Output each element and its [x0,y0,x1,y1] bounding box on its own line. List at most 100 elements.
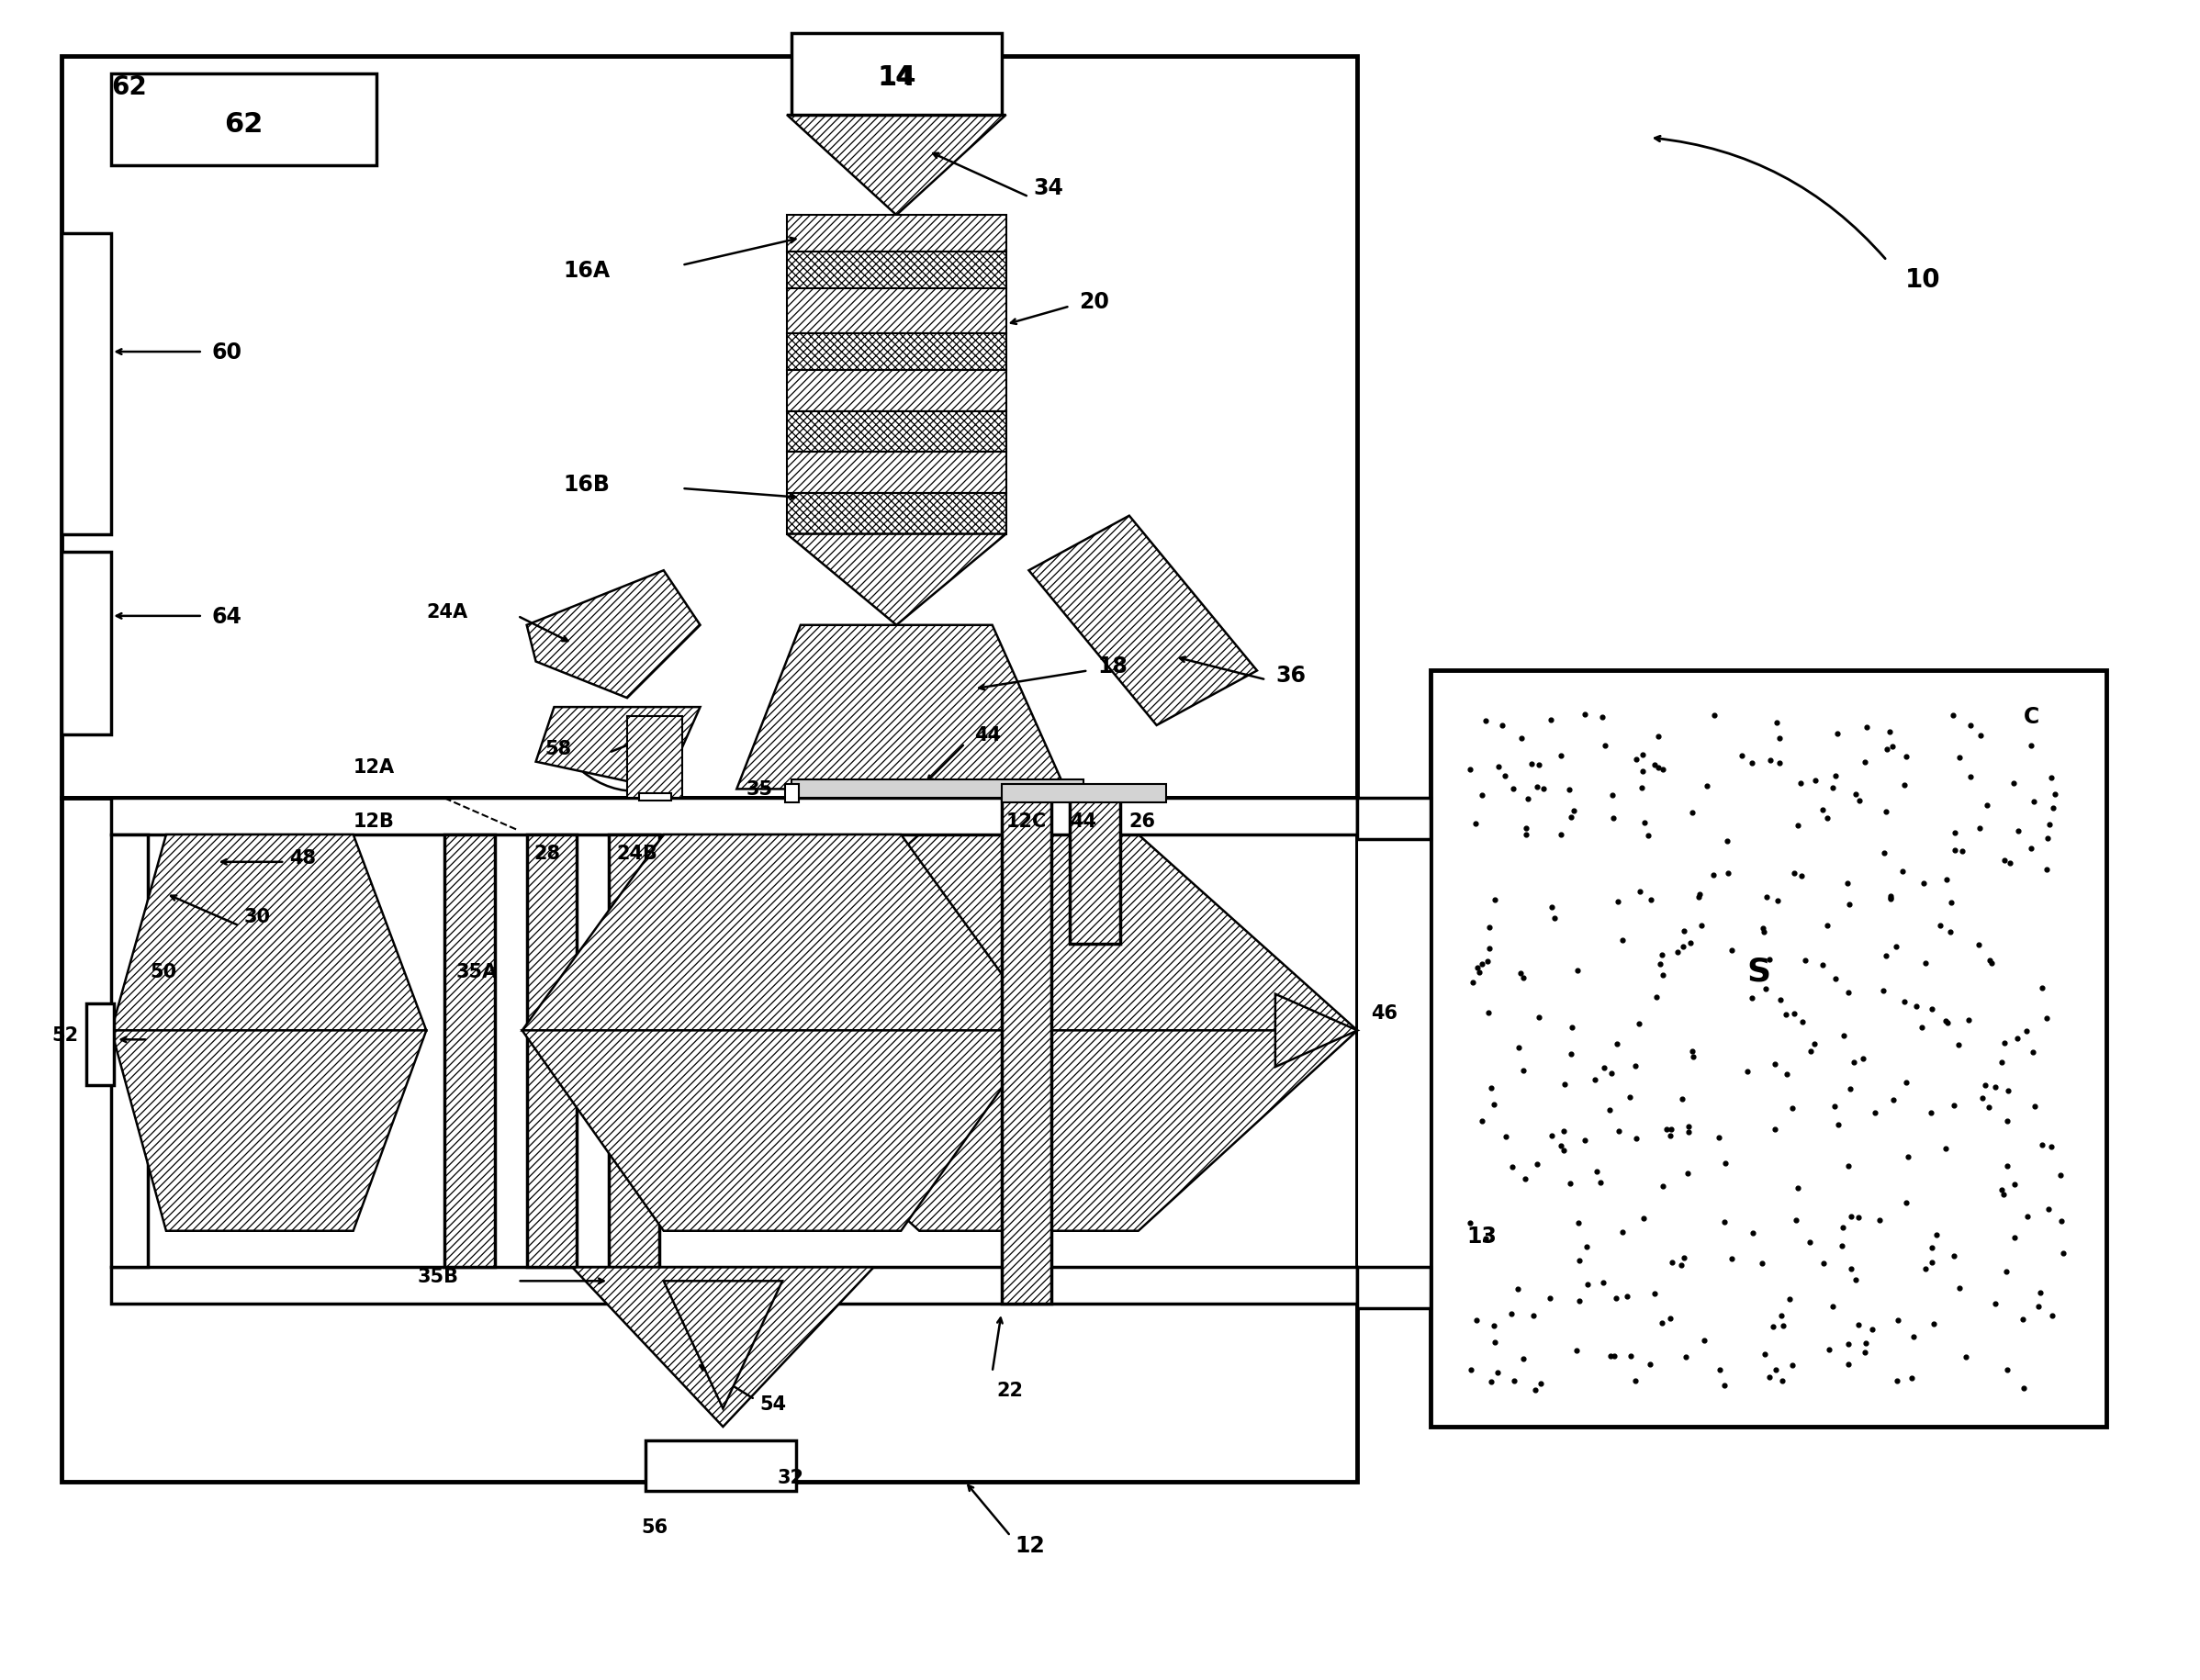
Point [1762,726,1797,753]
Point [1624,774,1659,801]
Point [1806,953,1841,979]
Point [1734,749,1769,776]
Point [1758,1356,1793,1383]
Point [1602,1117,1637,1144]
Point [1850,714,1885,741]
Point [1654,1250,1690,1277]
Point [1936,1243,1971,1270]
Point [1467,707,1503,734]
Bar [792,780,1085,798]
Point [1494,1300,1529,1327]
Point [1643,1309,1679,1336]
Point [1756,1314,1791,1341]
Point [1965,1085,2000,1112]
Point [1606,927,1641,954]
Point [1747,976,1782,1003]
Bar [62,234,112,534]
Point [1907,949,1943,976]
Point [1595,805,1630,832]
Point [2028,1005,2064,1032]
Point [1841,1205,1877,1231]
Point [1674,800,1709,827]
Point [1613,1084,1648,1110]
Text: 16A: 16A [563,259,609,282]
Point [1714,1245,1749,1272]
Point [2037,781,2072,808]
Point [1696,702,1731,729]
Point [1560,1337,1595,1364]
Point [1593,1342,1628,1369]
Text: 14: 14 [878,64,915,91]
Text: 20: 20 [1078,291,1109,312]
Point [1751,748,1786,774]
Point [1665,934,1701,961]
Point [1652,1305,1687,1332]
Bar [645,1440,796,1490]
Point [1769,1001,1804,1028]
Point [1749,884,1784,911]
Point [1476,1329,1511,1356]
Point [1819,721,1855,748]
Point [1643,951,1679,978]
Point [1522,753,1558,780]
Point [1632,1351,1668,1378]
Point [1962,722,1998,749]
Point [1914,1250,1949,1277]
Text: 46: 46 [1371,1003,1397,1021]
Point [1630,823,1665,850]
Text: 32: 32 [779,1468,805,1487]
Point [1617,1052,1652,1079]
Point [1621,879,1657,906]
Point [1811,912,1846,939]
Point [1927,1008,1962,1035]
Bar [62,798,1357,1482]
Point [1747,919,1782,946]
Point [1971,1094,2006,1121]
Point [1459,1307,1494,1334]
Point [1712,860,1747,887]
Point [1954,764,1989,791]
Point [1643,942,1679,969]
Point [1459,954,1494,981]
Bar [444,835,495,1267]
Point [1784,864,1819,890]
Point [1734,984,1769,1011]
Point [1914,1235,1949,1262]
Point [1729,1058,1764,1085]
Point [2044,1208,2079,1235]
Point [1888,1070,1923,1097]
Point [1826,1215,1861,1242]
Point [1896,1322,1932,1349]
Text: 58: 58 [546,739,572,758]
Point [2046,1240,2081,1267]
Point [1764,1368,1800,1394]
Point [1764,1302,1800,1329]
Point [1885,858,1921,885]
Polygon shape [1030,516,1256,726]
Point [1811,1336,1846,1362]
Point [1586,1055,1621,1082]
Bar [638,795,671,801]
Point [1465,951,1500,978]
Point [1696,862,1731,889]
Point [1593,1060,1628,1087]
Point [1454,969,1489,996]
Polygon shape [700,835,1357,1032]
Point [1665,917,1701,944]
Point [1789,948,1824,974]
Point [1553,1169,1588,1196]
Text: 16B: 16B [563,474,609,496]
Point [1767,1312,1802,1339]
Point [1989,1356,2024,1383]
Point [1870,736,1905,763]
Point [1751,1364,1786,1391]
Point [1978,1290,2013,1317]
Point [1547,1070,1582,1097]
Point [2017,1094,2053,1121]
Point [1830,870,1866,897]
Point [1555,798,1591,825]
Point [1626,759,1661,786]
Point [1626,741,1661,768]
Point [1848,1329,1883,1356]
Point [1819,1110,1855,1137]
